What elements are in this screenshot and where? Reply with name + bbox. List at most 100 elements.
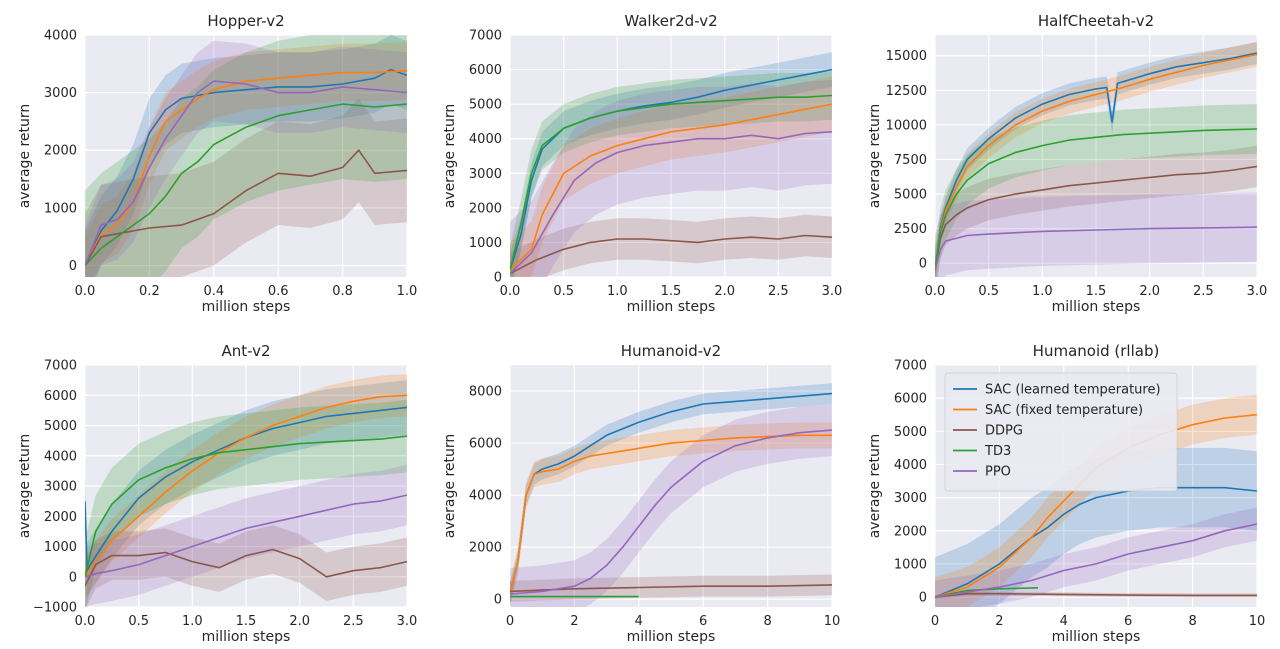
y-tick-label: 8000 bbox=[469, 385, 502, 400]
x-tick-label: 2.0 bbox=[714, 284, 735, 299]
legend-label-ppo: PPO bbox=[985, 465, 1011, 480]
x-tick-label: 3.0 bbox=[397, 614, 418, 629]
band-ddpg bbox=[85, 525, 407, 607]
x-tick-label: 3.0 bbox=[1247, 284, 1268, 299]
x-tick-label: 0.2 bbox=[139, 284, 160, 299]
x-tick-label: 10 bbox=[1249, 614, 1266, 629]
x-axis-label: million steps bbox=[1052, 299, 1141, 315]
x-axis-label: million steps bbox=[202, 629, 291, 645]
y-tick-label: 6000 bbox=[469, 437, 502, 452]
line-ppo bbox=[935, 226, 1257, 271]
x-tick-label: 4 bbox=[635, 614, 643, 629]
series-group bbox=[85, 35, 407, 277]
y-tick-label: 5000 bbox=[44, 419, 77, 434]
line-sac_learned bbox=[935, 486, 1257, 598]
band-ddpg bbox=[510, 214, 832, 277]
series-group bbox=[935, 41, 1257, 277]
y-tick-label: 4000 bbox=[469, 132, 502, 147]
legend-label-ddpg: DDPG bbox=[985, 424, 1023, 439]
line-ppo bbox=[510, 131, 832, 275]
band-ppo bbox=[510, 404, 832, 607]
x-tick-label: 2.5 bbox=[768, 284, 789, 299]
line-ppo bbox=[85, 80, 407, 266]
x-axis-label: million steps bbox=[1052, 629, 1141, 645]
line-sac_fixed bbox=[510, 434, 832, 595]
y-tick-label: 0 bbox=[69, 570, 77, 585]
series-group bbox=[510, 52, 832, 277]
y-tick-label: 4000 bbox=[894, 458, 927, 473]
x-axis-label: million steps bbox=[627, 299, 716, 315]
y-tick-label: 12500 bbox=[886, 84, 927, 99]
y-axis-label: average return bbox=[442, 104, 458, 209]
line-td3 bbox=[510, 94, 832, 271]
band-sac_learned bbox=[510, 52, 832, 277]
band-sac_learned bbox=[510, 383, 832, 605]
chart-humanoid-rllab: 0 2 4 6 8 10 0 1000 2000 3000 4000 5000 6000 7000 Huma… bbox=[867, 342, 1265, 645]
line-sac_fixed bbox=[85, 394, 407, 578]
x-tick-label: 2.5 bbox=[343, 614, 364, 629]
band-ppo bbox=[935, 507, 1257, 607]
line-ddpg bbox=[85, 548, 407, 587]
chart-walker2d-v2: 0.0 0.5 1.0 1.5 2.0 2.5 3.0 0 1000 2000 3000 4000 50… bbox=[442, 12, 842, 315]
y-tick-label: 0 bbox=[919, 591, 927, 606]
y-tick-label: 2000 bbox=[469, 201, 502, 216]
y-tick-label: 3000 bbox=[44, 86, 77, 101]
x-tick-label: 2.5 bbox=[1193, 284, 1214, 299]
y-tick-label: 6000 bbox=[44, 389, 77, 404]
line-td3 bbox=[85, 103, 407, 267]
band-ppo bbox=[85, 464, 407, 607]
line-td3 bbox=[85, 435, 407, 577]
line-sac_fixed bbox=[510, 103, 832, 271]
x-tick-label: 6 bbox=[1124, 614, 1132, 629]
x-tick-label: 1.0 bbox=[397, 284, 418, 299]
band-td3 bbox=[85, 35, 407, 277]
chart-halfcheetah-v2: 0.0 0.5 1.0 1.5 2.0 2.5 3.0 0 2500 5000 7500 10000 1… bbox=[867, 12, 1267, 315]
line-ppo bbox=[935, 523, 1257, 598]
y-tick-label: 4000 bbox=[44, 29, 77, 44]
x-tick-label: 8 bbox=[763, 614, 771, 629]
x-tick-label: 0.5 bbox=[128, 614, 149, 629]
y-tick-label: −1000 bbox=[33, 601, 77, 616]
y-tick-label: 2000 bbox=[469, 541, 502, 556]
x-tick-label: 2.0 bbox=[289, 614, 310, 629]
y-tick-label: 7000 bbox=[469, 29, 502, 44]
y-tick-label: 6000 bbox=[894, 392, 927, 407]
band-sac_fixed bbox=[510, 422, 832, 607]
y-tick-label: 0 bbox=[69, 259, 77, 274]
y-tick-label: 5000 bbox=[469, 98, 502, 113]
x-tick-label: 1.5 bbox=[661, 284, 682, 299]
band-td3 bbox=[510, 71, 832, 277]
x-tick-label: 0.0 bbox=[500, 284, 521, 299]
band-sac_fixed bbox=[85, 41, 407, 277]
chart-humanoid-v2: 0 2 4 6 8 10 0 2000 4000 6000 8000 Humanoid-v2 milli… bbox=[442, 342, 840, 645]
band-td3 bbox=[85, 399, 407, 607]
line-sac_fixed bbox=[85, 69, 407, 266]
x-tick-label: 1.5 bbox=[236, 614, 257, 629]
y-tick-label: 1000 bbox=[44, 201, 77, 216]
x-axis-label: million steps bbox=[627, 629, 716, 645]
legend-label-td3: TD3 bbox=[984, 444, 1011, 459]
band-ppo bbox=[935, 192, 1257, 277]
legend-label-sac_fixed: SAC (fixed temperature) bbox=[985, 403, 1143, 418]
line-ddpg bbox=[85, 149, 407, 266]
y-tick-label: 3000 bbox=[44, 480, 77, 495]
band-sac_fixed bbox=[510, 76, 832, 277]
y-axis-label: average return bbox=[867, 434, 883, 539]
legend-frame bbox=[944, 372, 1178, 492]
plot-area bbox=[510, 365, 832, 607]
y-tick-label: 0 bbox=[494, 271, 502, 286]
chart-title: Humanoid (rllab) bbox=[1033, 342, 1160, 360]
y-tick-label: 7000 bbox=[44, 359, 77, 374]
y-tick-label: 1000 bbox=[894, 557, 927, 572]
x-tick-label: 0.4 bbox=[203, 284, 224, 299]
legend: SAC (learned temperature) SAC (fixed temp… bbox=[944, 372, 1178, 492]
line-sac_learned bbox=[935, 52, 1257, 271]
y-tick-label: 15000 bbox=[886, 49, 927, 64]
y-axis-label: average return bbox=[442, 434, 458, 539]
y-tick-label: 7500 bbox=[894, 153, 927, 168]
x-tick-label: 8 bbox=[1188, 614, 1196, 629]
band-ppo bbox=[85, 40, 407, 277]
y-tick-label: 7000 bbox=[894, 359, 927, 374]
x-tick-label: 0 bbox=[931, 614, 939, 629]
y-tick-label: 1000 bbox=[44, 540, 77, 555]
